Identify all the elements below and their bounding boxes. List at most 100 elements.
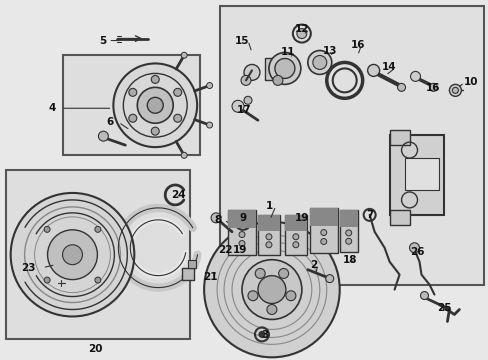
Circle shape <box>211 213 221 223</box>
Circle shape <box>410 71 420 81</box>
Text: 26: 26 <box>409 247 424 257</box>
Circle shape <box>285 291 295 301</box>
Bar <box>6 170 190 339</box>
Circle shape <box>239 240 244 247</box>
Circle shape <box>173 114 182 122</box>
Circle shape <box>292 242 298 248</box>
Text: 8: 8 <box>214 215 221 225</box>
Circle shape <box>278 269 288 278</box>
Circle shape <box>255 269 264 278</box>
Circle shape <box>128 88 137 96</box>
Text: 22: 22 <box>217 245 232 255</box>
Circle shape <box>345 238 351 244</box>
Circle shape <box>259 332 264 337</box>
Text: 12: 12 <box>294 24 308 33</box>
Circle shape <box>265 234 271 240</box>
Circle shape <box>408 243 419 253</box>
Circle shape <box>173 88 182 96</box>
Bar <box>220 185 359 275</box>
Circle shape <box>265 242 271 248</box>
Circle shape <box>95 277 101 283</box>
Text: 2: 2 <box>309 260 317 270</box>
Bar <box>339 210 357 226</box>
Circle shape <box>47 230 97 280</box>
Circle shape <box>272 75 283 85</box>
Circle shape <box>98 131 108 141</box>
Circle shape <box>268 53 300 84</box>
Bar <box>389 135 444 215</box>
Circle shape <box>147 97 163 113</box>
Text: 17: 17 <box>236 105 251 115</box>
Bar <box>389 130 408 145</box>
Circle shape <box>367 64 379 76</box>
Text: 1: 1 <box>266 201 273 211</box>
Circle shape <box>397 84 405 91</box>
Bar <box>258 215 279 255</box>
Bar <box>285 215 306 255</box>
Circle shape <box>266 305 276 315</box>
Circle shape <box>448 84 461 96</box>
Circle shape <box>320 230 326 235</box>
Text: 14: 14 <box>382 62 396 72</box>
Circle shape <box>307 50 331 75</box>
Bar <box>258 215 279 231</box>
Circle shape <box>420 292 427 300</box>
Text: 11: 11 <box>280 48 295 58</box>
Text: 9: 9 <box>239 213 246 223</box>
Text: 16: 16 <box>350 40 364 50</box>
Bar <box>220 6 483 285</box>
Bar <box>264 58 294 80</box>
Bar <box>182 268 194 280</box>
Circle shape <box>258 276 285 303</box>
Bar <box>227 210 255 255</box>
Circle shape <box>244 96 251 104</box>
Text: 20: 20 <box>88 345 102 354</box>
Bar <box>339 210 357 252</box>
Circle shape <box>151 127 159 135</box>
Circle shape <box>181 152 187 158</box>
Text: 21: 21 <box>203 272 217 282</box>
Circle shape <box>206 82 212 89</box>
Bar <box>285 215 306 231</box>
Text: 3: 3 <box>261 330 268 341</box>
Bar <box>309 208 337 226</box>
Circle shape <box>325 275 333 283</box>
Text: 23: 23 <box>21 263 36 273</box>
Circle shape <box>292 234 298 240</box>
Circle shape <box>239 231 244 238</box>
Text: 24: 24 <box>170 190 185 200</box>
Text: 10: 10 <box>463 77 478 87</box>
Text: 16: 16 <box>426 84 440 93</box>
Text: 25: 25 <box>436 302 451 312</box>
Bar <box>309 208 337 253</box>
Text: 13: 13 <box>322 45 336 55</box>
Bar <box>188 260 196 268</box>
Text: 4: 4 <box>49 103 56 113</box>
Bar <box>62 55 200 155</box>
Circle shape <box>345 230 351 236</box>
Bar <box>404 158 439 190</box>
Circle shape <box>242 260 301 319</box>
Text: 18: 18 <box>342 255 356 265</box>
Circle shape <box>428 84 437 91</box>
Circle shape <box>11 193 134 316</box>
Circle shape <box>44 226 50 232</box>
Bar <box>389 210 408 225</box>
Circle shape <box>451 87 457 93</box>
Circle shape <box>241 75 250 85</box>
Text: 7: 7 <box>365 210 372 220</box>
Circle shape <box>62 245 82 265</box>
Circle shape <box>203 222 339 357</box>
Text: 5: 5 <box>99 36 106 46</box>
Circle shape <box>274 58 294 78</box>
Circle shape <box>240 219 245 225</box>
Circle shape <box>137 87 173 123</box>
Circle shape <box>232 100 244 112</box>
Circle shape <box>247 291 257 301</box>
Text: 19: 19 <box>294 213 308 223</box>
Circle shape <box>312 55 326 69</box>
Circle shape <box>44 277 50 283</box>
Bar <box>227 210 255 228</box>
Text: 6: 6 <box>106 117 114 127</box>
Circle shape <box>206 122 212 128</box>
